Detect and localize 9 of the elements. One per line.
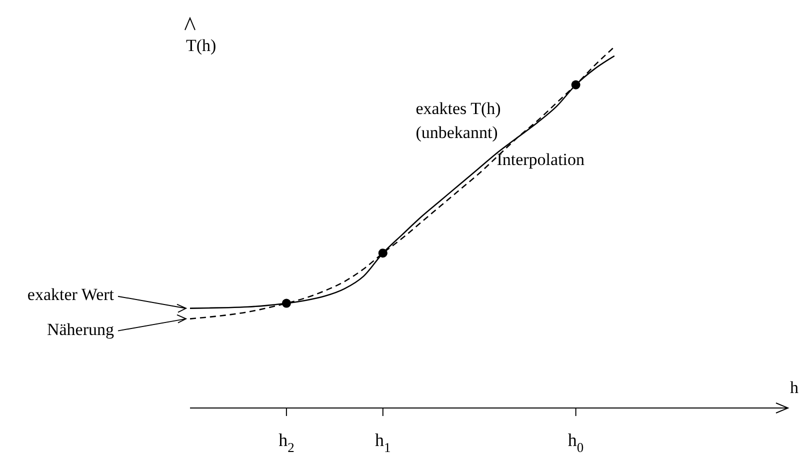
series-label: exaktes T(h) (unbekannt) [416,98,502,144]
x-tick-label: h$_{0}$ [568,430,584,456]
series-label: Interpolation [496,149,586,171]
x-axis-title: h [790,378,798,398]
x-tick-label: h$_{2}$ [278,430,294,456]
y-axis-title: T(h) [186,36,216,56]
text: exakter Wert [27,285,114,306]
text: Näherung [46,320,114,340]
x-tick-label: h$_{1}$ [375,430,391,456]
